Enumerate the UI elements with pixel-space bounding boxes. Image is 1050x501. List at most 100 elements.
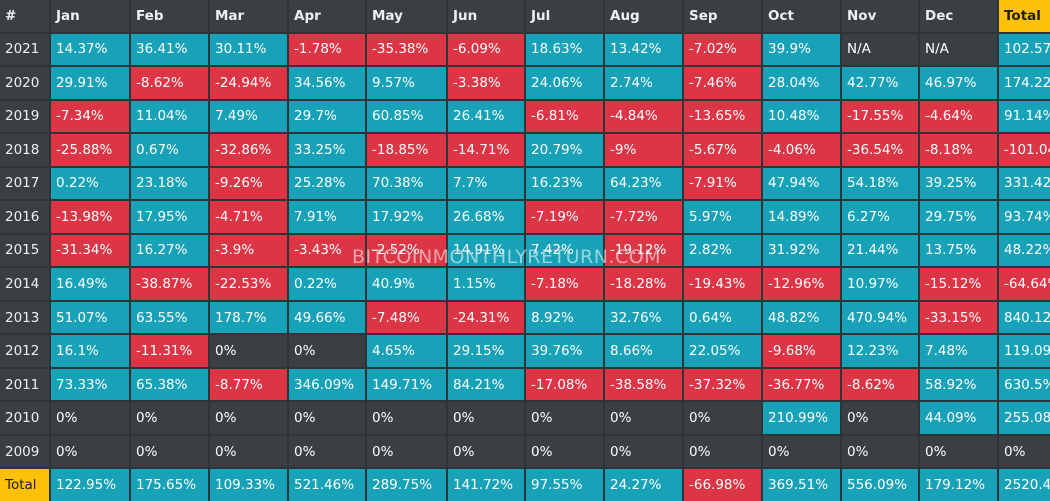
return-cell: 20.79%	[526, 134, 603, 166]
return-cell: 73.33%	[51, 368, 129, 401]
return-cell: 521.46%	[289, 469, 365, 501]
return-cell: 16.1%	[51, 335, 129, 367]
row-label-year: 2021	[0, 33, 49, 66]
return-cell: 0%	[131, 402, 208, 434]
return-cell: 0%	[210, 435, 287, 468]
return-cell: 0%	[367, 435, 446, 468]
return-cell: 40.9%	[367, 268, 446, 300]
return-cell: -4.71%	[210, 201, 287, 233]
return-cell: 39.25%	[920, 167, 997, 200]
column-header-jul: Jul	[526, 0, 603, 32]
return-cell: 2.82%	[684, 234, 761, 267]
return-cell: -36.77%	[763, 368, 840, 401]
return-cell: 470.94%	[842, 301, 918, 334]
return-cell: 84.21%	[448, 368, 524, 401]
return-cell: 210.99%	[763, 402, 840, 434]
row-label-year: 2018	[0, 134, 49, 166]
return-cell: 97.55%	[526, 469, 603, 501]
return-cell: -24.31%	[448, 301, 524, 334]
column-header-may: May	[367, 0, 446, 32]
return-cell: 17.92%	[367, 201, 446, 233]
return-cell: 29.75%	[920, 201, 997, 233]
return-cell: -7.46%	[684, 67, 761, 99]
return-cell: 14.91%	[448, 234, 524, 267]
return-cell: -4.64%	[920, 100, 997, 133]
return-cell: -7.02%	[684, 33, 761, 66]
return-cell: -31.34%	[51, 234, 129, 267]
return-cell: -14.71%	[448, 134, 524, 166]
return-cell: -38.87%	[131, 268, 208, 300]
return-cell: -66.98%	[684, 469, 761, 501]
row-label-year: 2012	[0, 335, 49, 367]
return-cell: 47.94%	[763, 167, 840, 200]
column-header-index: #	[0, 0, 49, 32]
return-cell: 48.22%	[999, 234, 1050, 267]
return-cell: 0%	[289, 402, 365, 434]
return-cell: 7.91%	[289, 201, 365, 233]
return-cell: 556.09%	[842, 469, 918, 501]
column-header-oct: Oct	[763, 0, 840, 32]
return-cell: 0%	[842, 435, 918, 468]
return-cell: 23.18%	[131, 167, 208, 200]
return-cell: 26.41%	[448, 100, 524, 133]
return-cell: 2520.42%	[999, 469, 1050, 501]
return-cell: -4.84%	[605, 100, 682, 133]
return-cell: 46.97%	[920, 67, 997, 99]
return-cell: -18.28%	[605, 268, 682, 300]
return-cell: -64.64%	[999, 268, 1050, 300]
return-cell: -3.43%	[289, 234, 365, 267]
return-cell: 179.12%	[920, 469, 997, 501]
return-cell: 21.44%	[842, 234, 918, 267]
return-cell: 7.48%	[920, 335, 997, 367]
return-cell: 0.64%	[684, 301, 761, 334]
return-cell: -35.38%	[367, 33, 446, 66]
return-cell: 17.95%	[131, 201, 208, 233]
return-cell: N/A	[920, 33, 997, 66]
return-cell: -33.15%	[920, 301, 997, 334]
return-cell: 16.49%	[51, 268, 129, 300]
return-cell: -11.31%	[131, 335, 208, 367]
return-cell: 13.42%	[605, 33, 682, 66]
return-cell: 63.55%	[131, 301, 208, 334]
return-cell: 29.91%	[51, 67, 129, 99]
return-cell: 24.06%	[526, 67, 603, 99]
return-cell: 0%	[605, 402, 682, 434]
return-cell: -7.19%	[526, 201, 603, 233]
return-cell: -7.34%	[51, 100, 129, 133]
return-cell: -38.58%	[605, 368, 682, 401]
return-cell: 26.68%	[448, 201, 524, 233]
column-header-jun: Jun	[448, 0, 524, 32]
return-cell: -37.32%	[684, 368, 761, 401]
return-cell: 0%	[448, 435, 524, 468]
return-cell: 255.08%	[999, 402, 1050, 434]
return-cell: 174.22%	[999, 67, 1050, 99]
row-label-year: 2011	[0, 368, 49, 401]
return-cell: -4.06%	[763, 134, 840, 166]
column-header-feb: Feb	[131, 0, 208, 32]
return-cell: 14.89%	[763, 201, 840, 233]
column-header-aug: Aug	[605, 0, 682, 32]
return-cell: -25.88%	[51, 134, 129, 166]
return-cell: -7.48%	[367, 301, 446, 334]
return-cell: 0%	[210, 402, 287, 434]
row-label-year: 2013	[0, 301, 49, 334]
return-cell: 346.09%	[289, 368, 365, 401]
return-cell: 10.97%	[842, 268, 918, 300]
return-cell: 42.77%	[842, 67, 918, 99]
return-cell: 0%	[51, 402, 129, 434]
return-cell: -18.85%	[367, 134, 446, 166]
return-cell: -15.12%	[920, 268, 997, 300]
return-cell: -12.96%	[763, 268, 840, 300]
return-cell: -17.08%	[526, 368, 603, 401]
return-cell: -9.68%	[763, 335, 840, 367]
return-cell: 0.22%	[51, 167, 129, 200]
return-cell: 0%	[131, 435, 208, 468]
return-cell: 48.82%	[763, 301, 840, 334]
return-cell: -2.52%	[367, 234, 446, 267]
return-cell: 51.07%	[51, 301, 129, 334]
return-cell: -8.18%	[920, 134, 997, 166]
return-cell: -17.55%	[842, 100, 918, 133]
column-header-nov: Nov	[842, 0, 918, 32]
return-cell: 0%	[999, 435, 1050, 468]
return-cell: -9%	[605, 134, 682, 166]
